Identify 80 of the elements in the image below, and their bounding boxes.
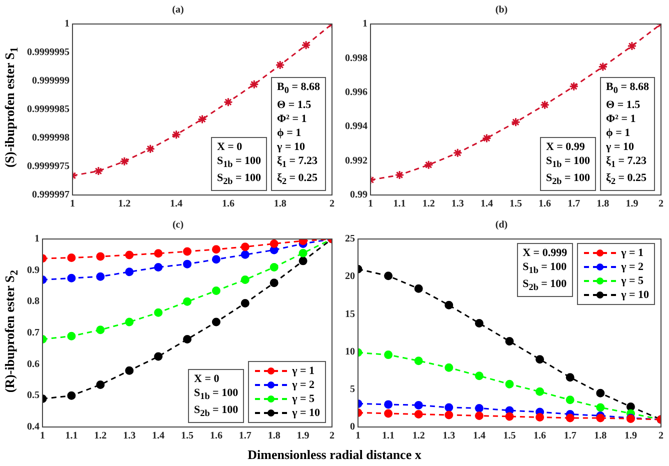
x-tick-label: 1.6 bbox=[538, 198, 552, 210]
legend-label: γ = 1 bbox=[621, 246, 644, 260]
x-tick-label: 1.2 bbox=[412, 430, 425, 442]
y-tick-label: 0.998 bbox=[345, 52, 368, 64]
legend-label: γ = 2 bbox=[292, 378, 314, 392]
x-tick-label: 1.9 bbox=[626, 198, 638, 210]
x-tick-label: 1.6 bbox=[210, 430, 222, 442]
x-tick-label: 1.9 bbox=[296, 430, 310, 442]
legend-label: γ = 10 bbox=[621, 288, 649, 302]
x-axis-title: Dimensionless radial distance x bbox=[246, 447, 422, 463]
text: B$_{0}$ = 8.68 Θ = 1.5 Φ² = 1 ϕ = 1 γ = 10 ξ$_{1}$ = 7.23 ξ$_{2}$ = 0.25 bbox=[606, 81, 649, 186]
x-tick-label: 1.6 bbox=[534, 430, 546, 442]
y-tick-label: 0.999999 bbox=[32, 76, 70, 87]
x-tick-label: 1.5 bbox=[181, 430, 194, 442]
y-tick-label: 0.994 bbox=[345, 121, 368, 132]
x-tick-label: 1.5 bbox=[503, 430, 516, 442]
y-tick-label: 0.5 bbox=[27, 390, 40, 402]
x-tick-label: 2 bbox=[330, 430, 334, 442]
y-tick-label: 0.9999975 bbox=[27, 161, 70, 172]
y-tick-label: 0.99 bbox=[350, 190, 368, 201]
x-tick-label: 2 bbox=[330, 198, 334, 210]
y-tick-label: 0.9999985 bbox=[27, 104, 70, 116]
x-tick-label: 1.1 bbox=[65, 430, 78, 442]
x-tick-label: 1.8 bbox=[596, 198, 610, 210]
text: X = 0 S$_{1b}$ = 100 S$_{2b}$ = 100 bbox=[194, 372, 238, 418]
legend-label: γ = 5 bbox=[621, 274, 644, 288]
y-tick-label: 0.992 bbox=[345, 155, 368, 166]
x-tick-label: 1.4 bbox=[170, 198, 183, 210]
x-tick-label: 1.3 bbox=[451, 198, 464, 210]
chart-title: (c) bbox=[172, 220, 184, 231]
text: X = 0 S$_{1b}$ = 100 S$_{2b}$ = 100 bbox=[216, 140, 262, 186]
text: X = 0.999 S$_{1b}$ = 100 S$_{2b}$ = 100 bbox=[522, 247, 568, 292]
chart-title: (a) bbox=[172, 4, 184, 16]
x-tick-label: 1.9 bbox=[624, 430, 637, 442]
y-tick-label: 0.996 bbox=[345, 86, 368, 98]
y-tick-label: 15 bbox=[345, 308, 355, 320]
x-tick-label: 1.1 bbox=[382, 430, 395, 442]
y-tick-label: 0.7 bbox=[27, 328, 40, 339]
y-tick-label: 1 bbox=[64, 18, 70, 30]
y-tick-label: 10 bbox=[345, 346, 355, 358]
y-tick-label: 1 bbox=[34, 234, 40, 245]
legend-label: γ = 1 bbox=[292, 364, 314, 378]
x-tick-label: 1.7 bbox=[238, 430, 252, 442]
y-tick-label: 0.9 bbox=[27, 264, 40, 276]
x-tick-label: 1.3 bbox=[442, 430, 456, 442]
x-tick-label: 1.2 bbox=[94, 430, 107, 442]
x-tick-label: 1.4 bbox=[152, 430, 165, 442]
y-tick-label: 0.8 bbox=[27, 296, 40, 308]
y-tick-label: 20 bbox=[345, 271, 355, 282]
y-tick-label: 5 bbox=[350, 384, 355, 395]
x-tick-label: 2 bbox=[658, 430, 664, 442]
x-tick-label: 1.8 bbox=[268, 430, 280, 442]
legend-label: γ = 2 bbox=[621, 260, 644, 274]
chart-title: (d) bbox=[495, 220, 508, 231]
x-tick-label: 1.1 bbox=[393, 198, 406, 210]
x-tick-label: 1.4 bbox=[472, 430, 486, 442]
x-tick-label: 1.8 bbox=[594, 430, 607, 442]
legend-label: γ = 5 bbox=[292, 392, 314, 406]
x-tick-label: 1.8 bbox=[274, 198, 286, 210]
x-tick-label: 1.7 bbox=[564, 430, 576, 442]
y-tick-label: 1 bbox=[362, 18, 368, 30]
chart-title: (b) bbox=[495, 4, 508, 16]
y-tick-label: 0.999998 bbox=[32, 132, 70, 144]
y-tick-label: 0.4 bbox=[27, 422, 40, 433]
x-tick-label: 1.7 bbox=[568, 198, 580, 210]
y-tick-label: 0 bbox=[350, 422, 355, 433]
y-tick-label: 0.9999995 bbox=[27, 47, 70, 58]
legend-label: γ = 10 bbox=[292, 406, 320, 420]
y-tick-label: 0.999997 bbox=[32, 190, 70, 201]
y-tick-label: 25 bbox=[345, 234, 355, 245]
x-tick-label: 1.5 bbox=[510, 198, 522, 210]
y-tick-label: 0.6 bbox=[27, 358, 40, 370]
x-tick-label: 1.2 bbox=[118, 198, 131, 210]
x-tick-label: 1.4 bbox=[480, 198, 493, 210]
x-tick-label: 1.2 bbox=[422, 198, 435, 210]
text: B$_{0}$ = 8.68 Θ = 1.5 Φ² = 1 ϕ = 1 γ = 10 ξ$_{1}$ = 7.23 ξ$_{2}$ = 0.25 bbox=[277, 81, 320, 186]
text: X = 0.99 S$_{1b}$ = 100 S$_{2b}$ = 100 bbox=[546, 140, 590, 186]
x-tick-label: 1.3 bbox=[123, 430, 136, 442]
x-tick-label: 1.6 bbox=[222, 198, 234, 210]
x-tick-label: 2 bbox=[658, 198, 664, 210]
